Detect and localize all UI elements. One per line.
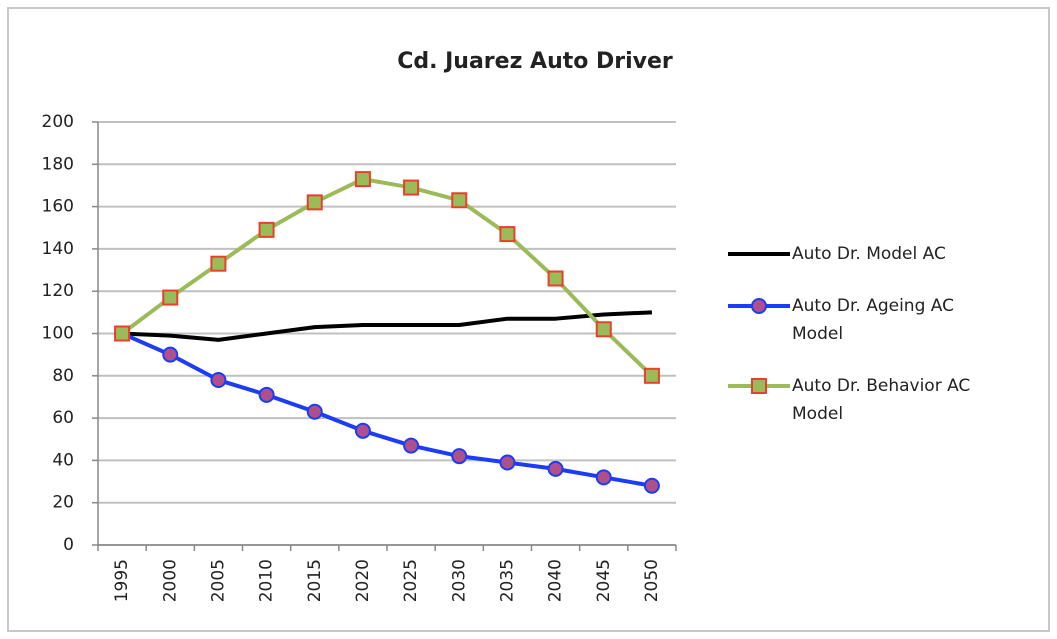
marker bbox=[751, 298, 767, 314]
x-tick-label: 2045 bbox=[594, 559, 614, 602]
marker bbox=[306, 403, 323, 420]
x-tick-label: 2010 bbox=[257, 559, 277, 602]
x-tick-label: 2035 bbox=[497, 559, 517, 602]
y-tick-label: 120 bbox=[42, 281, 74, 301]
legend-item: Auto Dr. Behavior AC Model bbox=[726, 372, 972, 428]
marker bbox=[595, 469, 612, 486]
y-tick-label: 0 bbox=[63, 535, 74, 555]
y-tick-label: 200 bbox=[42, 112, 74, 132]
x-tick-label: 2000 bbox=[160, 559, 180, 602]
marker bbox=[451, 448, 468, 465]
marker bbox=[643, 367, 660, 384]
x-tick-label: 2020 bbox=[353, 559, 373, 602]
legend-label: Auto Dr. Ageing AC Model bbox=[792, 296, 954, 344]
marker bbox=[306, 194, 323, 211]
x-tick-label: 2030 bbox=[449, 559, 469, 602]
marker bbox=[210, 255, 227, 272]
marker bbox=[547, 460, 564, 477]
legend-swatch bbox=[728, 378, 790, 394]
marker bbox=[403, 437, 420, 454]
marker bbox=[751, 378, 767, 394]
legend-swatch bbox=[728, 252, 790, 256]
y-tick-label: 20 bbox=[52, 493, 74, 513]
marker bbox=[451, 192, 468, 209]
marker bbox=[258, 221, 275, 238]
marker bbox=[258, 386, 275, 403]
x-tick-label: 2040 bbox=[546, 559, 566, 602]
legend: Auto Dr. Model AC Auto Dr. Ageing AC Mode… bbox=[726, 240, 972, 452]
y-tick-label: 100 bbox=[42, 324, 74, 344]
y-tick-label: 140 bbox=[42, 239, 74, 259]
marker bbox=[595, 321, 612, 338]
x-tick-label: 2025 bbox=[401, 559, 421, 602]
legend-swatch bbox=[728, 298, 790, 314]
marker bbox=[499, 454, 516, 471]
marker bbox=[114, 325, 131, 342]
legend-label: Auto Dr. Behavior AC Model bbox=[792, 376, 971, 424]
y-tick-label: 40 bbox=[52, 450, 74, 470]
chart-title: Cd. Juarez Auto Driver bbox=[397, 49, 673, 74]
y-tick-label: 80 bbox=[52, 366, 74, 386]
series-line bbox=[121, 331, 653, 488]
marker bbox=[354, 171, 371, 188]
x-tick-label: 2005 bbox=[208, 559, 228, 602]
marker bbox=[162, 346, 179, 363]
x-tick-label: 2050 bbox=[642, 559, 662, 602]
x-tick-label: 2015 bbox=[305, 559, 325, 602]
x-tick-label: 1995 bbox=[112, 559, 132, 602]
series-line bbox=[120, 177, 654, 378]
legend-label: Auto Dr. Model AC bbox=[792, 244, 946, 264]
marker bbox=[354, 422, 371, 439]
y-tick-label: 180 bbox=[42, 154, 74, 174]
y-tick-label: 60 bbox=[52, 408, 74, 428]
marker bbox=[643, 477, 660, 494]
series-line bbox=[121, 310, 653, 342]
marker bbox=[499, 226, 516, 243]
legend-item: Auto Dr. Model AC bbox=[726, 240, 972, 268]
marker bbox=[162, 289, 179, 306]
marker bbox=[403, 179, 420, 196]
y-tick-label: 160 bbox=[42, 197, 74, 217]
legend-item: Auto Dr. Ageing AC Model bbox=[726, 292, 972, 348]
marker bbox=[547, 270, 564, 287]
marker bbox=[210, 372, 227, 389]
